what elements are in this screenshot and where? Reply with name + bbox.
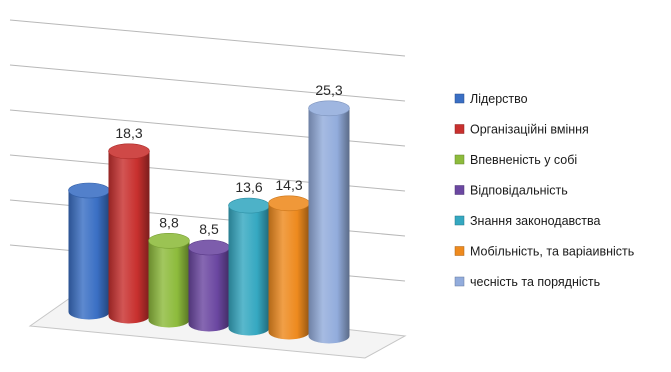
legend-swatch — [454, 124, 465, 134]
legend-label: Лідерство — [470, 92, 528, 106]
data-label: 14,3 — [275, 177, 302, 193]
chart-bars — [68, 100, 350, 344]
legend-swatch — [454, 215, 465, 226]
bar-6 — [268, 195, 310, 340]
bar-body — [308, 108, 350, 344]
bar-top — [268, 195, 310, 212]
legend-label: Впевненість у собі — [470, 153, 577, 167]
bar-2 — [108, 143, 150, 324]
legend-label: Організаційні вміння — [470, 123, 589, 137]
gridline — [9, 64, 406, 102]
legend-label: Знання законодавства — [470, 214, 600, 228]
chart-data-labels: 18,3 8,8 8,5 13,6 14,3 25,3 — [115, 82, 342, 237]
data-label: 25,3 — [315, 82, 342, 98]
bar-1 — [68, 182, 110, 320]
legend-item: Впевненість у собі — [454, 153, 577, 167]
bar-body — [228, 205, 270, 336]
bar-top — [108, 143, 150, 160]
bar-body — [268, 203, 310, 340]
bar-top — [308, 100, 350, 117]
data-label: 18,3 — [115, 125, 142, 141]
bar-body — [188, 247, 230, 332]
bar-top — [228, 197, 270, 214]
data-label: 8,5 — [199, 221, 219, 237]
bar-top — [188, 239, 230, 256]
legend-item: Організаційні вміння — [454, 123, 589, 137]
legend-swatch — [454, 246, 465, 256]
legend-item: Лідерство — [454, 92, 528, 106]
legend-label: Мобільність, та варіаивність — [470, 245, 634, 259]
bar-body — [108, 151, 150, 324]
legend-swatch — [454, 185, 465, 195]
data-label: 8,8 — [159, 214, 179, 230]
chart-legend: Лідерство Організаційні вміння Впевненість… — [454, 92, 634, 289]
bar-top — [68, 182, 110, 199]
legend-label: Відповідальність — [470, 184, 568, 198]
legend-item: чесність та порядність — [454, 275, 600, 289]
legend-swatch — [454, 276, 465, 287]
bar-4 — [188, 239, 230, 332]
legend-item: Мобільність, та варіаивність — [454, 245, 634, 259]
bar-3 — [148, 233, 190, 328]
bar-top — [148, 233, 190, 249]
bar-7 — [308, 100, 350, 344]
bar-body — [148, 240, 190, 328]
legend-swatch — [454, 93, 465, 104]
legend-item: Відповідальність — [454, 184, 568, 198]
gridline — [9, 19, 406, 57]
legend-item: Знання законодавства — [454, 214, 600, 228]
bar-5 — [228, 197, 270, 336]
legend-label: чесність та порядність — [470, 275, 600, 289]
legend-swatch — [454, 154, 465, 165]
bar-body — [68, 190, 110, 320]
data-label: 13,6 — [235, 179, 262, 195]
